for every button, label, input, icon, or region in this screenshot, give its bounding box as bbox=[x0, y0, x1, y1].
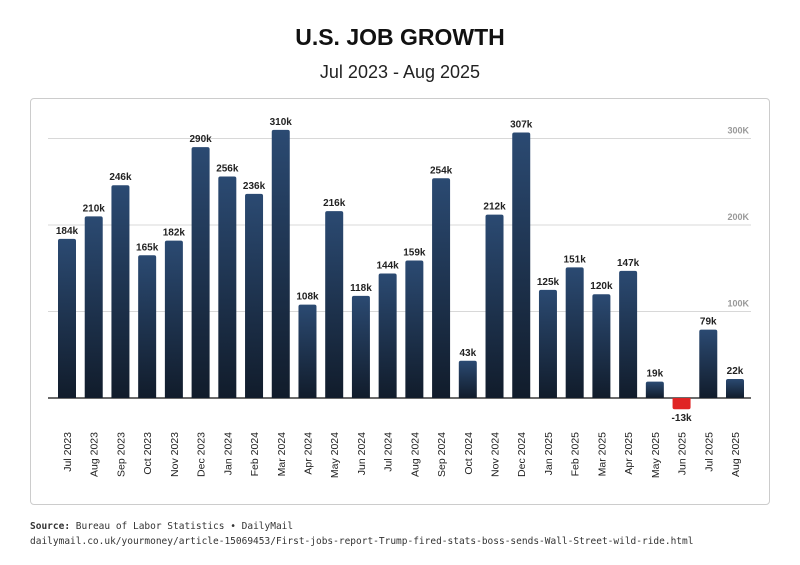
data-label: 216k bbox=[323, 198, 346, 209]
bar bbox=[726, 378, 744, 398]
data-label: 184k bbox=[56, 226, 79, 237]
data-label: 159k bbox=[403, 247, 426, 258]
chart-title: U.S. JOB GROWTH bbox=[295, 24, 505, 50]
bar bbox=[58, 238, 76, 398]
x-tick-label: Aug 2024 bbox=[409, 432, 421, 477]
data-label: 120k bbox=[590, 281, 613, 292]
bar bbox=[218, 176, 237, 398]
bar bbox=[485, 214, 504, 398]
data-label: 236k bbox=[243, 181, 266, 192]
x-tick-label: Oct 2024 bbox=[463, 432, 475, 475]
x-tick-label: Dec 2024 bbox=[516, 432, 528, 477]
data-label: 118k bbox=[350, 283, 372, 294]
bar bbox=[164, 240, 183, 398]
bar bbox=[619, 270, 638, 398]
data-label: 151k bbox=[564, 254, 587, 265]
x-tick-label: Oct 2023 bbox=[142, 432, 154, 475]
data-label: 165k bbox=[136, 242, 159, 253]
source-label: Source: bbox=[30, 521, 71, 532]
x-tick-label: Aug 2025 bbox=[730, 432, 742, 477]
data-label: 22k bbox=[727, 366, 744, 377]
x-tick-label: Jan 2024 bbox=[222, 432, 234, 475]
bar bbox=[565, 267, 584, 398]
bar bbox=[111, 185, 130, 398]
x-tick-label: Nov 2023 bbox=[169, 432, 181, 477]
data-label: 254k bbox=[430, 165, 453, 176]
x-tick-label: Apr 2024 bbox=[302, 432, 314, 475]
data-label: 307k bbox=[510, 119, 533, 130]
x-tick-label: Mar 2024 bbox=[276, 432, 288, 477]
data-label: 79k bbox=[700, 317, 717, 328]
y-tick-label: 200K bbox=[727, 212, 749, 222]
bar bbox=[699, 329, 718, 398]
x-tick-label: Jun 2024 bbox=[356, 432, 368, 475]
data-label: 125k bbox=[537, 277, 560, 288]
bar bbox=[645, 381, 664, 398]
data-label: 310k bbox=[270, 117, 293, 128]
bar bbox=[84, 216, 103, 398]
data-label: 210k bbox=[83, 203, 106, 214]
bar bbox=[405, 260, 424, 398]
data-label: 108k bbox=[296, 292, 319, 303]
x-tick-label: Jul 2023 bbox=[62, 432, 74, 472]
source-url: dailymail.co.uk/yourmoney/article-150694… bbox=[30, 536, 694, 547]
x-tick-label: Nov 2024 bbox=[490, 432, 502, 477]
data-label: 290k bbox=[189, 134, 212, 145]
bar bbox=[512, 132, 531, 398]
x-tick-label: Feb 2024 bbox=[249, 432, 261, 477]
data-label: 256k bbox=[216, 164, 239, 175]
x-tick-label: Sep 2023 bbox=[115, 432, 127, 477]
x-tick-label: Jun 2025 bbox=[677, 432, 689, 475]
bar bbox=[325, 211, 344, 398]
x-tick-label: Dec 2023 bbox=[196, 432, 208, 477]
data-label: 246k bbox=[109, 172, 132, 183]
bar bbox=[191, 147, 210, 398]
bar bbox=[592, 294, 611, 398]
data-label: 19k bbox=[646, 369, 663, 380]
chart-subtitle: Jul 2023 - Aug 2025 bbox=[319, 62, 481, 82]
data-label: -13k bbox=[672, 413, 692, 424]
x-tick-label: May 2024 bbox=[329, 432, 341, 478]
x-tick-label: Feb 2025 bbox=[570, 432, 582, 477]
source-text: Bureau of Labor Statistics • DailyMail bbox=[75, 521, 294, 532]
data-label: 43k bbox=[459, 348, 476, 359]
x-tick-label: Apr 2025 bbox=[623, 432, 635, 475]
x-tick-label: Jul 2025 bbox=[703, 432, 715, 472]
x-tick-label: May 2025 bbox=[650, 432, 662, 478]
data-label: 147k bbox=[617, 258, 640, 269]
bar bbox=[351, 295, 370, 398]
x-tick-label: Aug 2023 bbox=[89, 432, 101, 477]
bar bbox=[538, 289, 557, 398]
bar bbox=[245, 193, 264, 398]
y-tick-label: 100K bbox=[727, 299, 749, 309]
x-tick-label: Jan 2025 bbox=[543, 432, 555, 475]
bar bbox=[378, 273, 397, 398]
data-label: 144k bbox=[377, 260, 400, 271]
source-note: Source: Bureau of Labor Statistics • Dai… bbox=[30, 519, 693, 549]
bar bbox=[271, 129, 290, 398]
x-tick-label: Sep 2024 bbox=[436, 432, 448, 477]
bar bbox=[138, 255, 157, 398]
chart-panel bbox=[30, 98, 770, 505]
y-tick-label: 300K bbox=[727, 126, 749, 136]
bar bbox=[432, 178, 451, 398]
data-label: 182k bbox=[163, 228, 186, 239]
data-label: 212k bbox=[483, 202, 506, 213]
bar bbox=[298, 304, 317, 398]
x-tick-label: Mar 2025 bbox=[596, 432, 608, 477]
bar bbox=[672, 398, 691, 410]
x-tick-label: Jul 2024 bbox=[383, 432, 395, 472]
bar bbox=[458, 360, 477, 398]
